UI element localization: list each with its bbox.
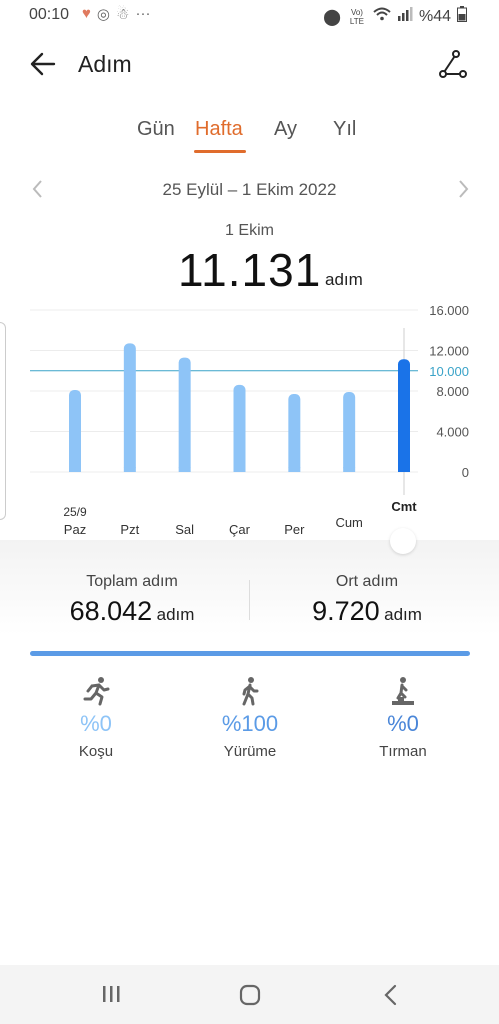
chart-bar [288, 394, 301, 472]
location-icon: ⬤ [323, 8, 341, 26]
x-tick-date-label: 25/9 [63, 505, 87, 519]
x-tick-label: Pzt [120, 522, 139, 537]
average-steps-unit: adım [384, 605, 422, 624]
y-tick-label: 16.000 [429, 303, 469, 318]
x-tick-label: Paz [64, 522, 86, 537]
average-steps-label: Ort adım [335, 573, 399, 590]
tab-week[interactable]: Hafta [195, 118, 243, 140]
selected-step-unit: adım [325, 270, 363, 289]
x-tick-label: Sal [175, 522, 194, 537]
total-steps-unit: adım [156, 605, 195, 624]
chart-bar-base [178, 467, 191, 472]
chart-bar-base [69, 467, 81, 472]
battery-label: %44 [418, 7, 451, 25]
activity-climbing: %0 Tırman [338, 676, 468, 760]
chart-bar [178, 357, 191, 472]
chevron-right-icon [459, 180, 469, 198]
chart-bar-base [233, 467, 246, 472]
running-icon [83, 677, 110, 706]
system-back-icon [384, 984, 397, 1006]
tab-day[interactable]: Gün [137, 118, 175, 140]
total-steps-value: 68.042 [69, 596, 153, 626]
y-tick-label: 0 [462, 465, 469, 480]
more-dots-icon: ··· [135, 5, 151, 22]
selected-step-count: 11.131 [178, 244, 322, 296]
average-steps: 9.720 adım [264, 596, 470, 627]
wifi-icon [373, 7, 391, 26]
chart-bar [233, 384, 246, 472]
climbing-percent: %0 [387, 711, 419, 736]
home-button[interactable] [237, 982, 263, 1013]
x-tick-label: Per [284, 522, 305, 537]
total-steps: 68.042 adım [0, 596, 264, 627]
share-icon [439, 50, 467, 78]
activity-walking: %100 Yürüme [185, 676, 315, 760]
back-arrow-icon [30, 52, 56, 76]
x-tick-label: Çar [229, 522, 251, 537]
health-icon: ♥ [82, 5, 91, 22]
activity-running: %0 Koşu [31, 676, 161, 760]
chart-bar [69, 389, 81, 472]
climbing-icon [392, 677, 414, 705]
network-label: Vo) LTE [349, 7, 364, 26]
tab-month[interactable]: Ay [274, 118, 297, 140]
tab-indicator [194, 150, 246, 153]
date-range: 25 Eylül – 1 Ekim 2022 [162, 180, 337, 199]
chart-bar-base [343, 467, 356, 472]
status-right: ⬤ Vo) LTE %44 [323, 6, 467, 27]
next-week-button[interactable] [455, 178, 471, 200]
chart-selector-knob[interactable] [390, 528, 416, 554]
climbing-label: Tırman [379, 743, 427, 760]
recent-apps-icon [103, 986, 120, 1002]
status-time: 00:10 [29, 6, 70, 23]
average-line-label: 10.000 [429, 364, 469, 379]
chart-bar [398, 359, 410, 472]
average-steps-value: 9.720 [312, 596, 380, 626]
page-title: Adım [78, 51, 132, 77]
selected-day: 1 Ekim [225, 222, 274, 239]
running-percent: %0 [80, 711, 112, 736]
chart-bar [343, 392, 356, 472]
x-tick-label: Cmt [391, 499, 417, 514]
activity-progress-bar [30, 651, 470, 656]
status-left-icons: ♥ ◎ ☃ ··· [82, 5, 150, 23]
previous-week-button[interactable] [30, 178, 46, 200]
chart-bar-base [123, 467, 136, 472]
status-bar: 00:10 ♥ ◎ ☃ ··· ⬤ Vo) LTE %44 [0, 0, 499, 32]
tab-year[interactable]: Yıl [333, 118, 357, 140]
chevron-left-icon [32, 180, 42, 198]
chart-bar [123, 343, 136, 472]
system-back-button[interactable] [378, 982, 404, 1013]
edge-panel-handle[interactable] [0, 322, 6, 520]
y-tick-label: 12.000 [429, 344, 469, 359]
back-button[interactable] [28, 48, 60, 80]
system-navigation-bar [0, 965, 499, 1024]
running-label: Koşu [78, 743, 114, 760]
y-tick-label: 4.000 [436, 425, 469, 440]
period-tabs: Gün Hafta Ay Yıl [0, 118, 499, 158]
walking-icon [242, 677, 259, 706]
summary-divider [249, 580, 250, 620]
y-tick-label: 8.000 [436, 384, 469, 399]
battery-icon [457, 6, 467, 27]
chart-bar-base [288, 467, 301, 472]
whatsapp-icon: ◎ [96, 6, 110, 23]
signal-icon [397, 7, 413, 26]
share-button[interactable] [437, 48, 469, 80]
walking-percent: %100 [221, 711, 279, 736]
steps-chart[interactable]: 16.000 12.000 8.000 4.000 0 10.000 Paz 25/9 Pzt S… [0, 300, 499, 550]
chart-bar-base [398, 467, 410, 472]
pet-icon: ☃ [116, 6, 130, 23]
home-icon [239, 984, 261, 1006]
x-tick-label: Cum [335, 515, 362, 530]
total-steps-label: Toplam adım [86, 573, 178, 590]
recent-apps-button[interactable] [96, 983, 126, 1010]
walking-label: Yürüme [223, 743, 277, 760]
